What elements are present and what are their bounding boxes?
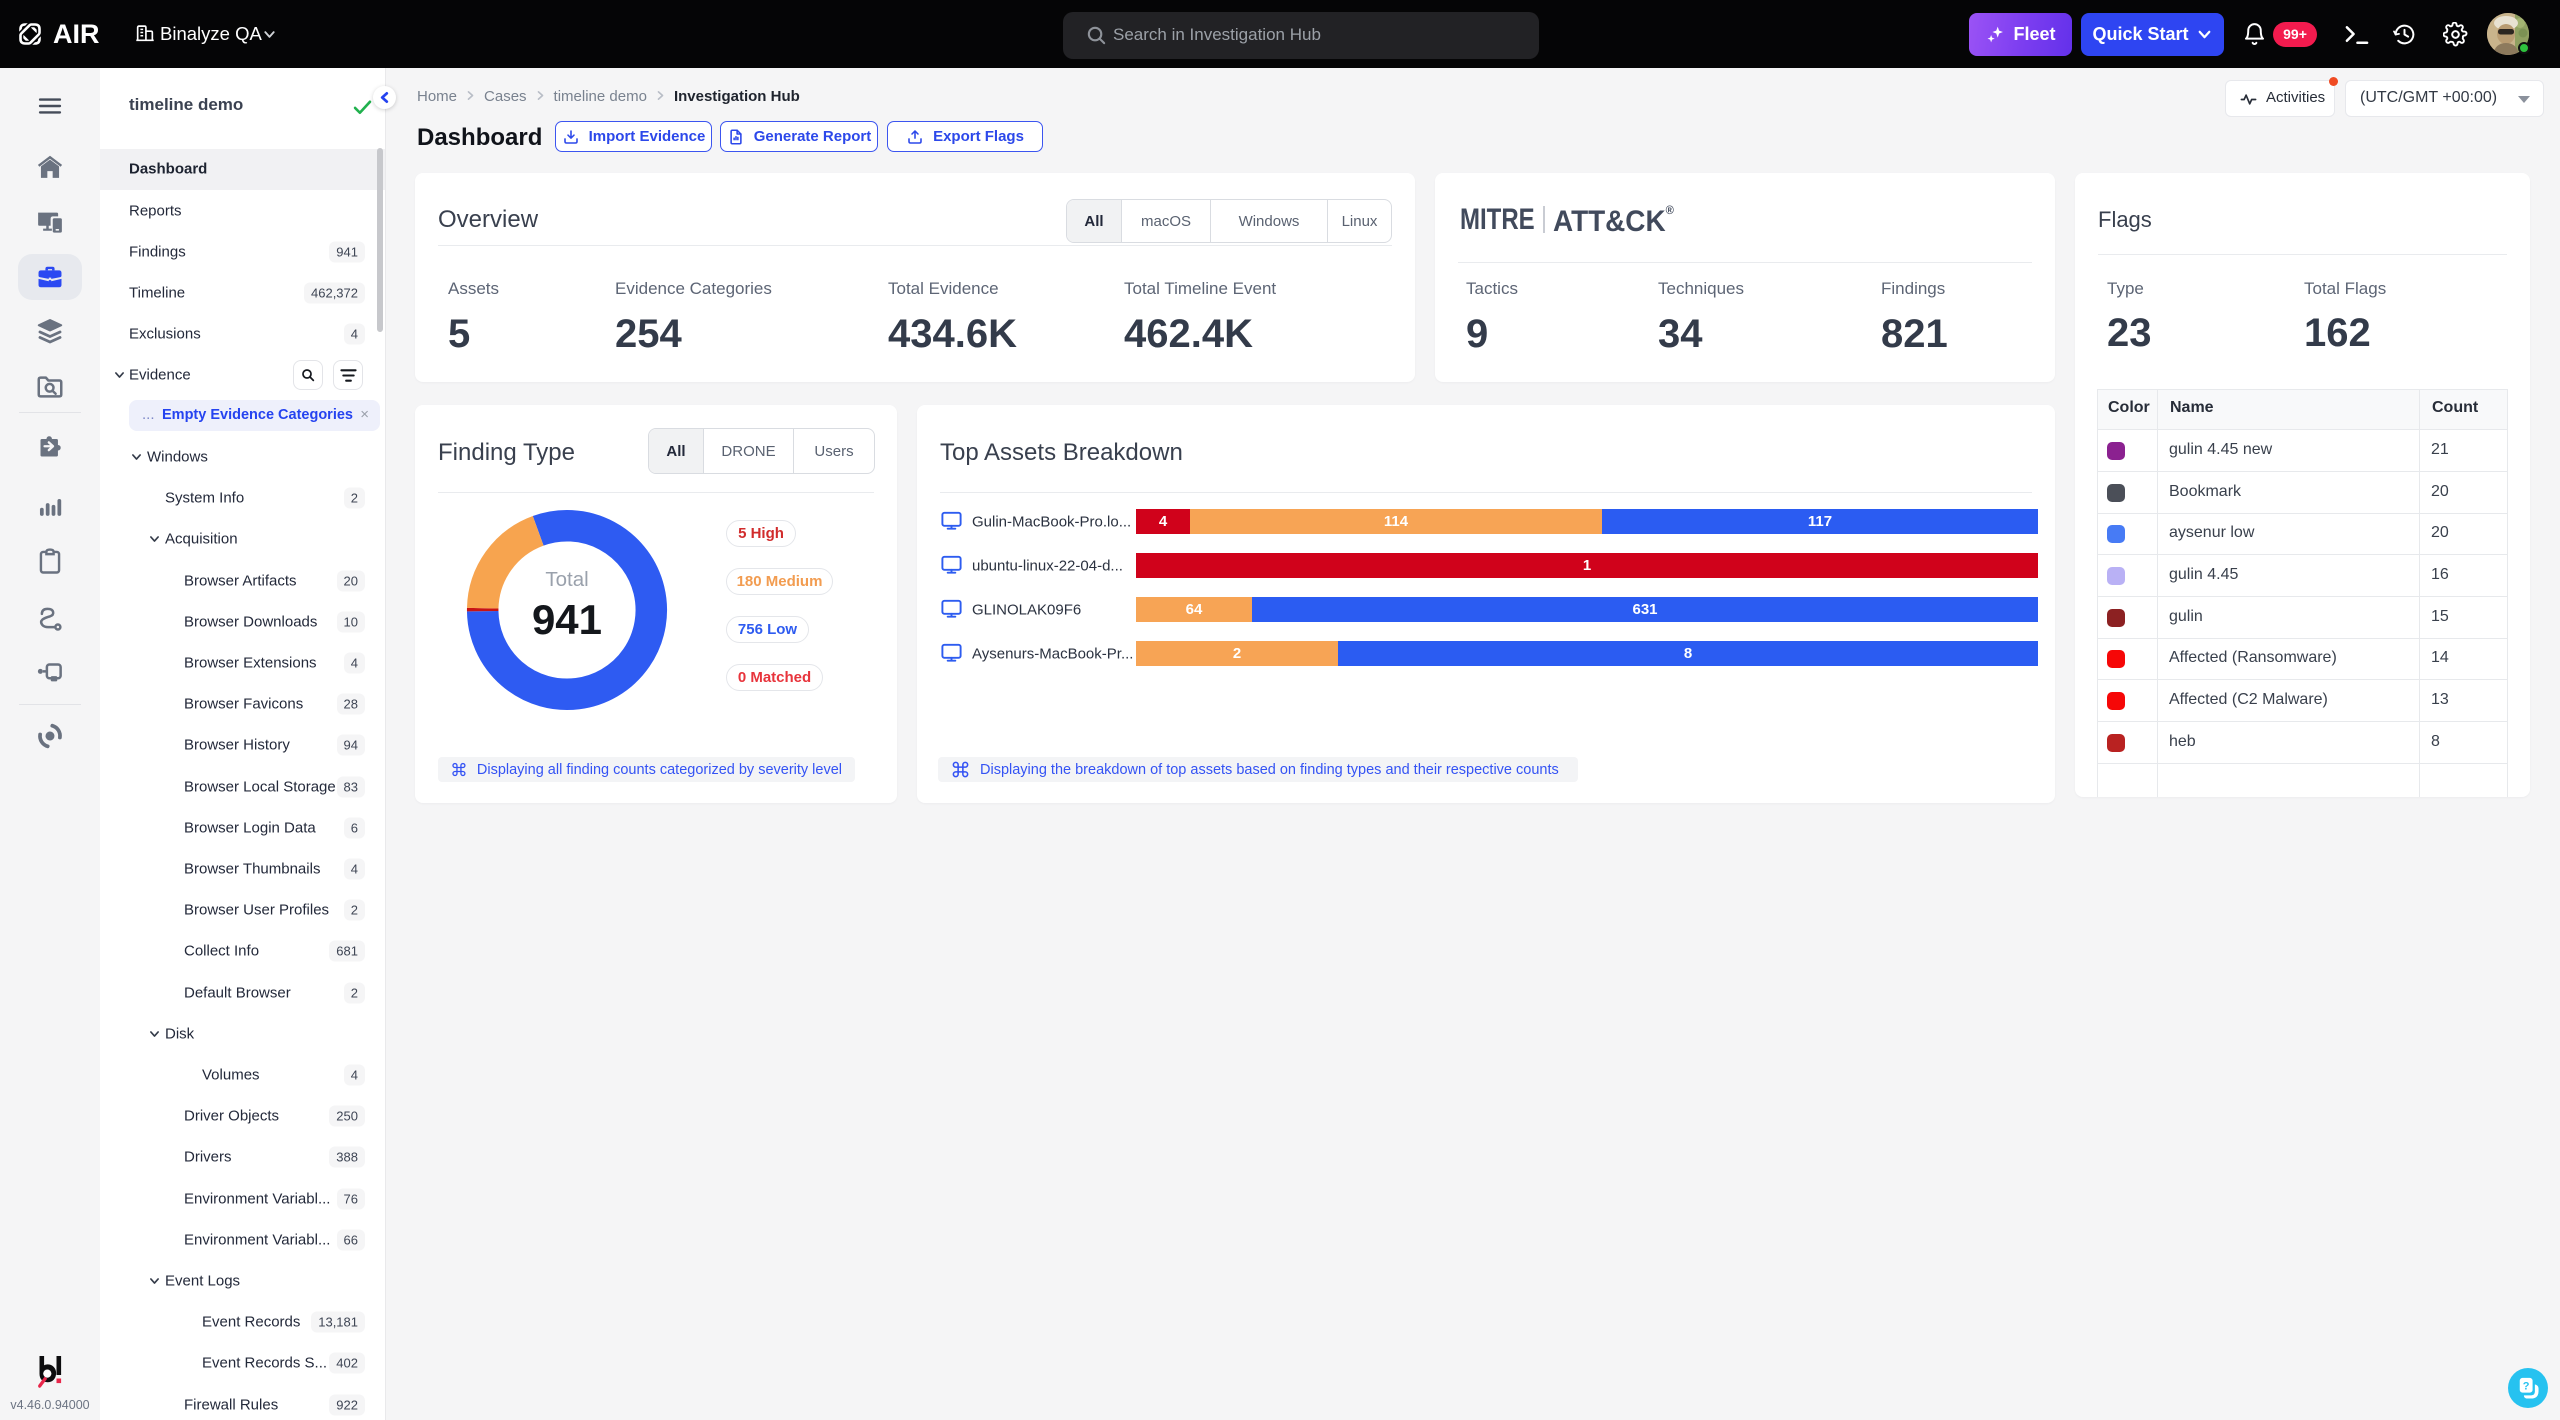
svg-text:?: ? [2523, 1380, 2530, 1392]
